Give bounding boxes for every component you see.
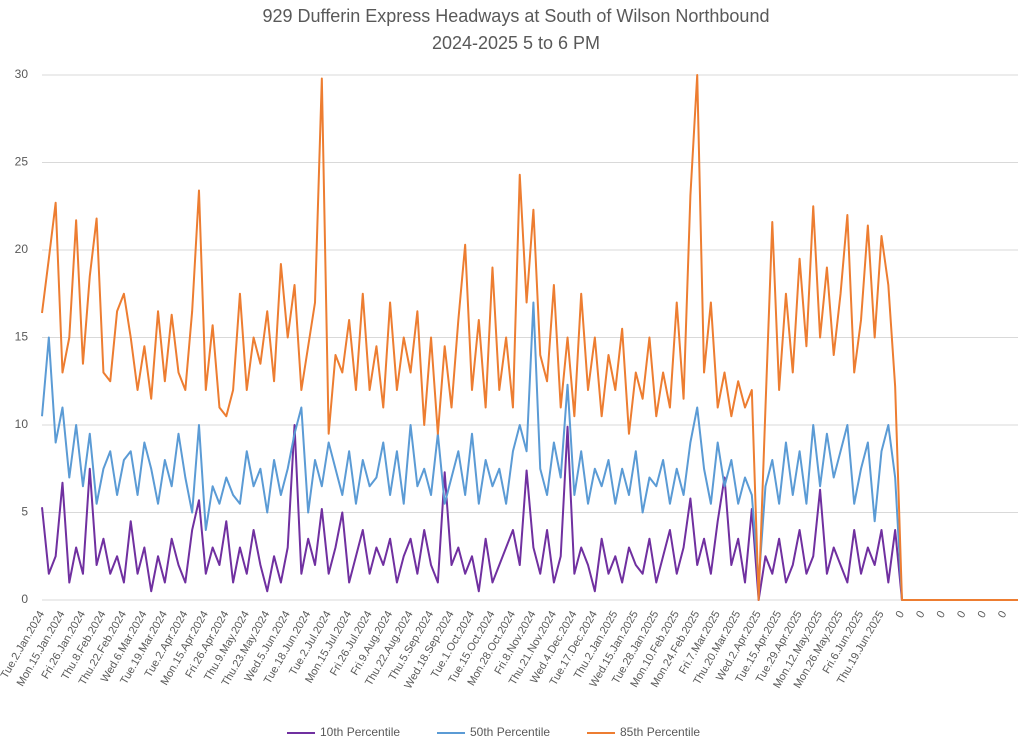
x-tick-label: 0	[955, 609, 968, 620]
x-tick-label: 0	[894, 609, 907, 620]
series-line	[41, 424, 1018, 601]
chart-title: 929 Dufferin Express Headways at South o…	[263, 6, 770, 26]
x-tick-label: 0	[976, 609, 989, 620]
x-tick-label: 0	[996, 609, 1009, 620]
series-line	[41, 301, 1018, 601]
y-tick-label: 10	[15, 417, 29, 431]
legend-label: 10th Percentile	[320, 725, 400, 739]
y-tick-label: 30	[15, 67, 29, 81]
y-tick-label: 20	[15, 242, 29, 256]
legend-label: 50th Percentile	[470, 725, 550, 739]
y-tick-label: 25	[15, 155, 29, 169]
chart-subtitle: 2024-2025 5 to 6 PM	[432, 33, 600, 53]
legend-label: 85th Percentile	[620, 725, 700, 739]
x-tick-label: 0	[935, 609, 948, 620]
x-tick-label: 0	[914, 609, 927, 620]
y-tick-label: 0	[21, 592, 28, 606]
series-line	[41, 74, 1018, 601]
y-tick-label: 5	[21, 505, 28, 519]
y-tick-label: 15	[15, 330, 29, 344]
